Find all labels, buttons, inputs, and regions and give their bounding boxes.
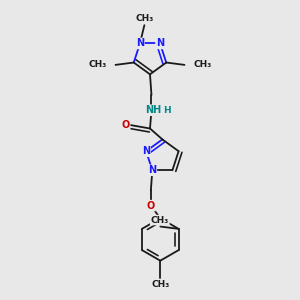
Text: CH₃: CH₃ (135, 14, 154, 23)
Text: CH₃: CH₃ (88, 60, 107, 69)
Text: N: N (136, 38, 144, 48)
Text: NH: NH (145, 105, 161, 115)
Text: CH₃: CH₃ (151, 280, 169, 289)
Text: O: O (122, 120, 130, 130)
Text: CH₃: CH₃ (151, 216, 169, 225)
Text: N: N (156, 38, 164, 48)
Text: O: O (147, 201, 155, 211)
Text: N: N (142, 146, 150, 156)
Text: N: N (148, 165, 156, 175)
Text: H: H (163, 106, 171, 115)
Text: CH₃: CH₃ (193, 60, 212, 69)
